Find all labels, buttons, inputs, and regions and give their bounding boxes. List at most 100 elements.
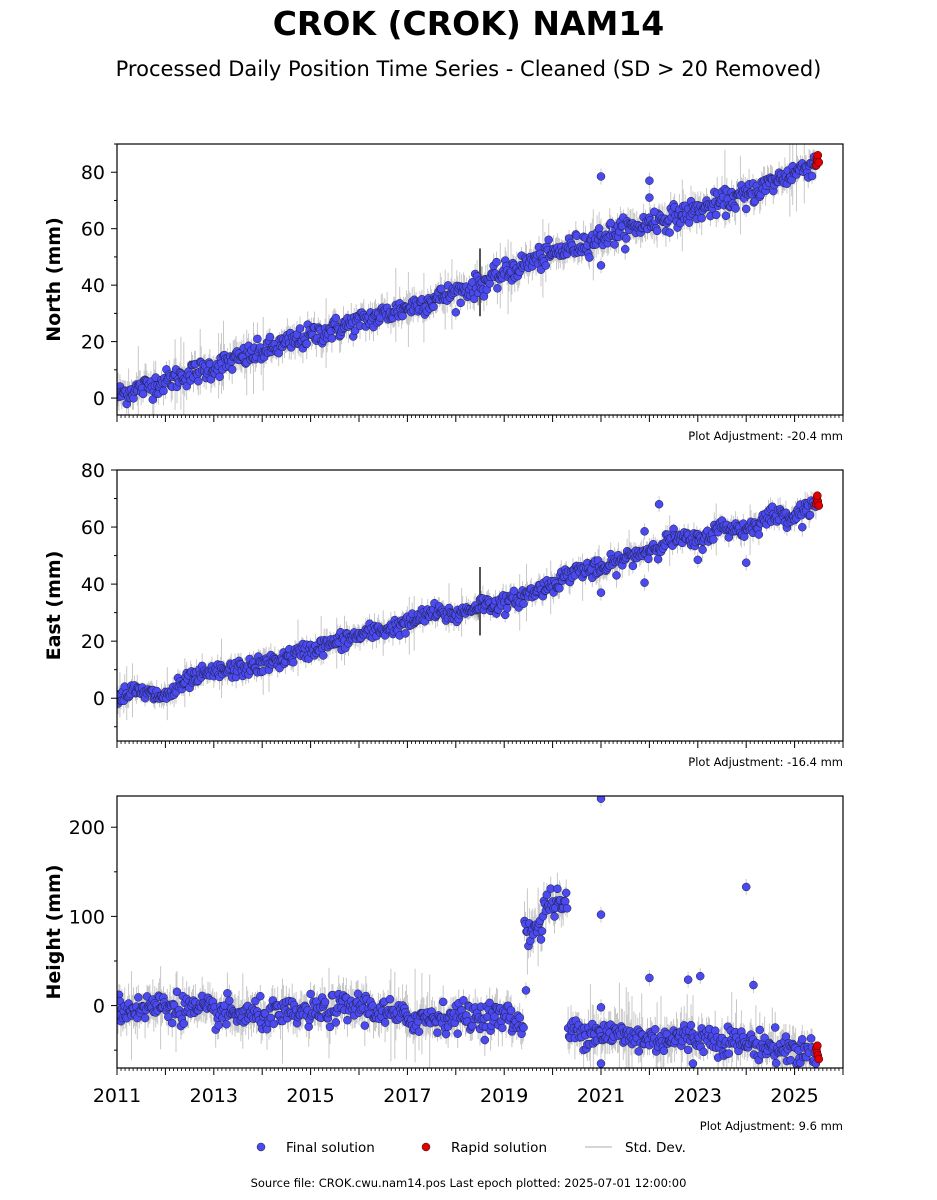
final-point [438,997,448,1007]
final-point [515,1013,524,1022]
y-tick-label: 20 [81,332,105,354]
final-point-outlier [741,558,751,567]
final-point [437,284,446,294]
final-point [721,211,731,221]
final-point-outlier [521,986,531,995]
y-tick-label: 100 [69,906,105,928]
final-point-outlier [749,980,758,990]
panel-0: 0 20 40 60 80 North (mm) Plot Adjustment: -20.… [43,143,844,443]
final-point-outlier [606,218,615,228]
rapid-point [813,491,822,500]
final-point [222,1019,231,1029]
final-point [542,890,552,900]
panel-plot-area [117,491,824,721]
final-point [265,332,275,342]
final-point [697,213,706,223]
final-point-outlier [596,588,606,597]
final-point-outlier [688,1059,698,1068]
final-point [634,1047,644,1056]
final-point [805,510,815,520]
final-point [699,1047,708,1057]
final-point [806,1034,816,1043]
y-tick-label: 0 [93,688,105,710]
final-point [451,308,461,317]
final-point [360,1021,370,1030]
rapid-point [813,151,823,160]
rapid-point [814,501,824,510]
final-point-outlier [596,1003,606,1012]
final-point-outlier [596,1059,606,1068]
final-point [806,1073,814,1081]
final-point [550,912,559,921]
final-point [433,1028,442,1037]
final-point [215,372,224,382]
final-point-outlier [654,499,664,509]
final-point [295,324,305,333]
final-point [544,235,553,245]
final-point [644,554,653,564]
final-point [755,1025,765,1035]
final-point-outlier [596,261,606,270]
panel-plot-area [117,144,824,415]
rapid-point [814,158,824,167]
final-point [509,586,519,596]
y-tick-label: 0 [93,996,105,1018]
final-point [493,284,502,293]
final-point [711,210,721,220]
final-point [167,1018,177,1028]
final-point [302,339,311,349]
final-point [665,228,674,237]
final-point [485,998,494,1008]
final-point [594,224,604,233]
final-point [253,334,262,344]
final-point [553,884,562,894]
chart-panels: 0 20 40 60 80 North (mm) Plot Adjustment: -20.… [43,143,844,1133]
final-point [683,1045,693,1055]
final-point [441,1029,451,1039]
final-point [343,1015,352,1025]
chart-subtitle: Processed Daily Position Time Series - C… [115,57,822,81]
final-point [652,226,662,236]
final-point [134,993,143,1002]
rapid-point [814,1054,824,1064]
final-point [698,545,707,554]
rapid-point [813,1041,822,1050]
plot-adjustment-label: Plot Adjustment: -16.4 mm [688,755,843,769]
final-point [456,298,465,308]
final-point [320,997,330,1007]
final-point [621,234,631,243]
panel-plot-area [117,796,824,1081]
final-point [709,535,718,544]
final-point [140,1013,150,1023]
final-point-outlier [693,555,703,565]
final-point [541,261,551,270]
final-point [327,334,337,343]
final-point [650,1025,660,1034]
y-tick-label: 0 [93,388,105,410]
final-point [331,313,341,323]
final-point [555,584,564,593]
final-point-outlier [741,882,751,892]
y-axis-label: East (mm) [43,551,65,661]
final-point [492,257,501,267]
final-point [770,1023,780,1032]
final-point [459,996,468,1005]
final-point [502,604,512,613]
final-point [628,561,638,571]
final-point [306,989,315,999]
final-point-outlier [640,578,649,587]
final-point [398,311,407,321]
final-point [385,994,395,1004]
final-point [562,904,572,913]
final-point [686,1020,696,1030]
final-point [172,987,182,997]
final-point-outlier [596,910,606,919]
final-point [414,1027,424,1036]
final-point [256,991,265,1001]
final-point [537,926,547,936]
y-tick-label: 80 [81,162,105,184]
y-tick-label: 20 [81,631,105,653]
final-point [469,294,479,304]
